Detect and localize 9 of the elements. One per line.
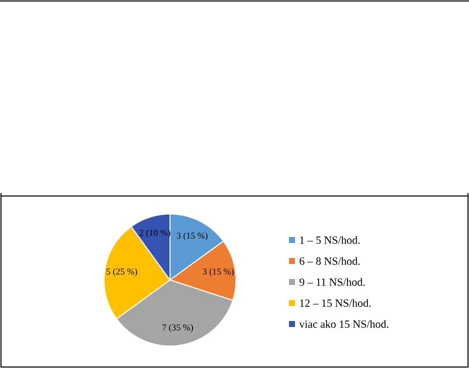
data-label: 7 (35 %) [162, 324, 193, 332]
data-label: 3 (15 %) [202, 268, 234, 276]
legend-label: 1 – 5 NS/hod. [300, 236, 360, 244]
legend-label: viac ako 15 NS/hod. [299, 320, 388, 328]
legend-label: 6 – 8 NS/hod. [300, 257, 360, 265]
legend-label: 9 – 11 NS/hod. [300, 278, 365, 286]
legend-label: 12 – 15 NS/hod. [300, 299, 371, 307]
data-label: 3 (15 %) [176, 232, 208, 241]
data-label: 5 (25 %) [106, 268, 138, 276]
